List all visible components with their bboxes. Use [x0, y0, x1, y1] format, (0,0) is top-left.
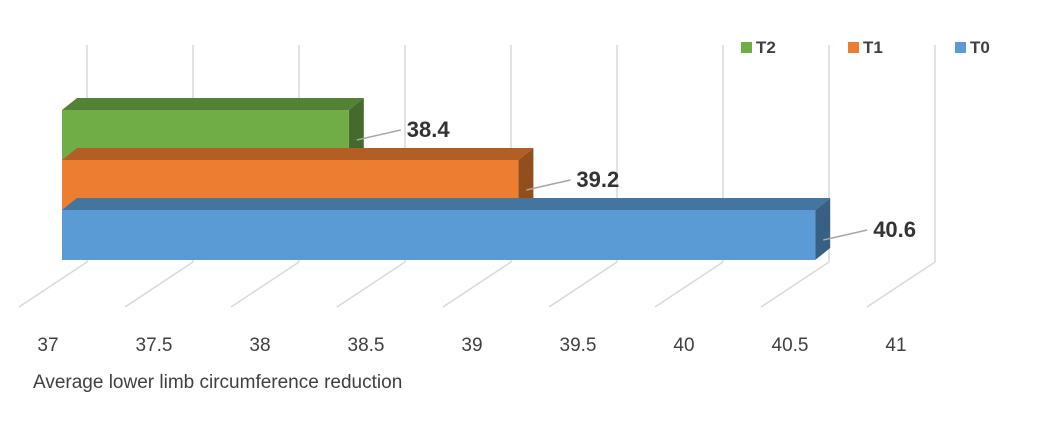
bar-side-T1	[518, 148, 534, 210]
gridline-floor	[654, 261, 724, 308]
legend-item-T1: T1	[848, 38, 883, 57]
data-labels: 38.4 39.2 40.6	[356, 117, 916, 242]
gridline-floor	[866, 261, 936, 308]
x-tick-label: 37.5	[136, 335, 173, 356]
bar-side-T2	[348, 98, 364, 160]
legend-label-T0: T0	[970, 38, 990, 57]
gridline-floor	[124, 261, 194, 308]
data-label-leader	[526, 179, 571, 191]
x-tick-label: 38	[249, 335, 270, 356]
legend-item-T2: T2	[741, 38, 776, 57]
x-tick-label: 38.5	[348, 335, 385, 356]
gridline-floor	[230, 261, 300, 308]
bar-top-T1	[62, 148, 534, 160]
x-axis-title: Average lower limb circumference reducti…	[33, 372, 402, 393]
gridline-floor	[442, 261, 512, 308]
x-tick-label: 39.5	[560, 335, 597, 356]
legend-label-T2: T2	[756, 38, 776, 57]
bar-T0	[62, 210, 816, 260]
legend: T2 T1 T0	[741, 38, 990, 57]
bar-top-T0	[62, 198, 831, 210]
x-tick-label: 40.5	[772, 335, 809, 356]
gridline-floor	[760, 261, 830, 308]
gridline-floor	[336, 261, 406, 308]
x-tick-label: 40	[673, 335, 694, 356]
bars	[62, 98, 831, 260]
data-label-T2: 38.4	[407, 117, 451, 142]
x-tick-label: 39	[461, 335, 482, 356]
data-label-leader	[823, 229, 868, 241]
x-tick-label: 37	[37, 335, 58, 356]
data-label-leader	[356, 129, 401, 141]
gridline-floor	[18, 261, 88, 308]
legend-label-T1: T1	[863, 38, 883, 57]
data-label-T0: 40.6	[873, 217, 916, 242]
legend-swatch-T2	[741, 42, 752, 53]
gridline-floor	[548, 261, 618, 308]
data-label-T1: 39.2	[576, 167, 619, 192]
legend-swatch-T1	[848, 42, 859, 53]
x-tick-labels: 37 37.5 38 38.5 39 39.5 40 40.5 41	[37, 335, 906, 356]
legend-swatch-T0	[955, 42, 966, 53]
bar-top-T2	[62, 98, 364, 110]
legend-item-T0: T0	[955, 38, 990, 57]
bar-side-T0	[815, 198, 831, 260]
x-tick-label: 41	[885, 335, 906, 356]
